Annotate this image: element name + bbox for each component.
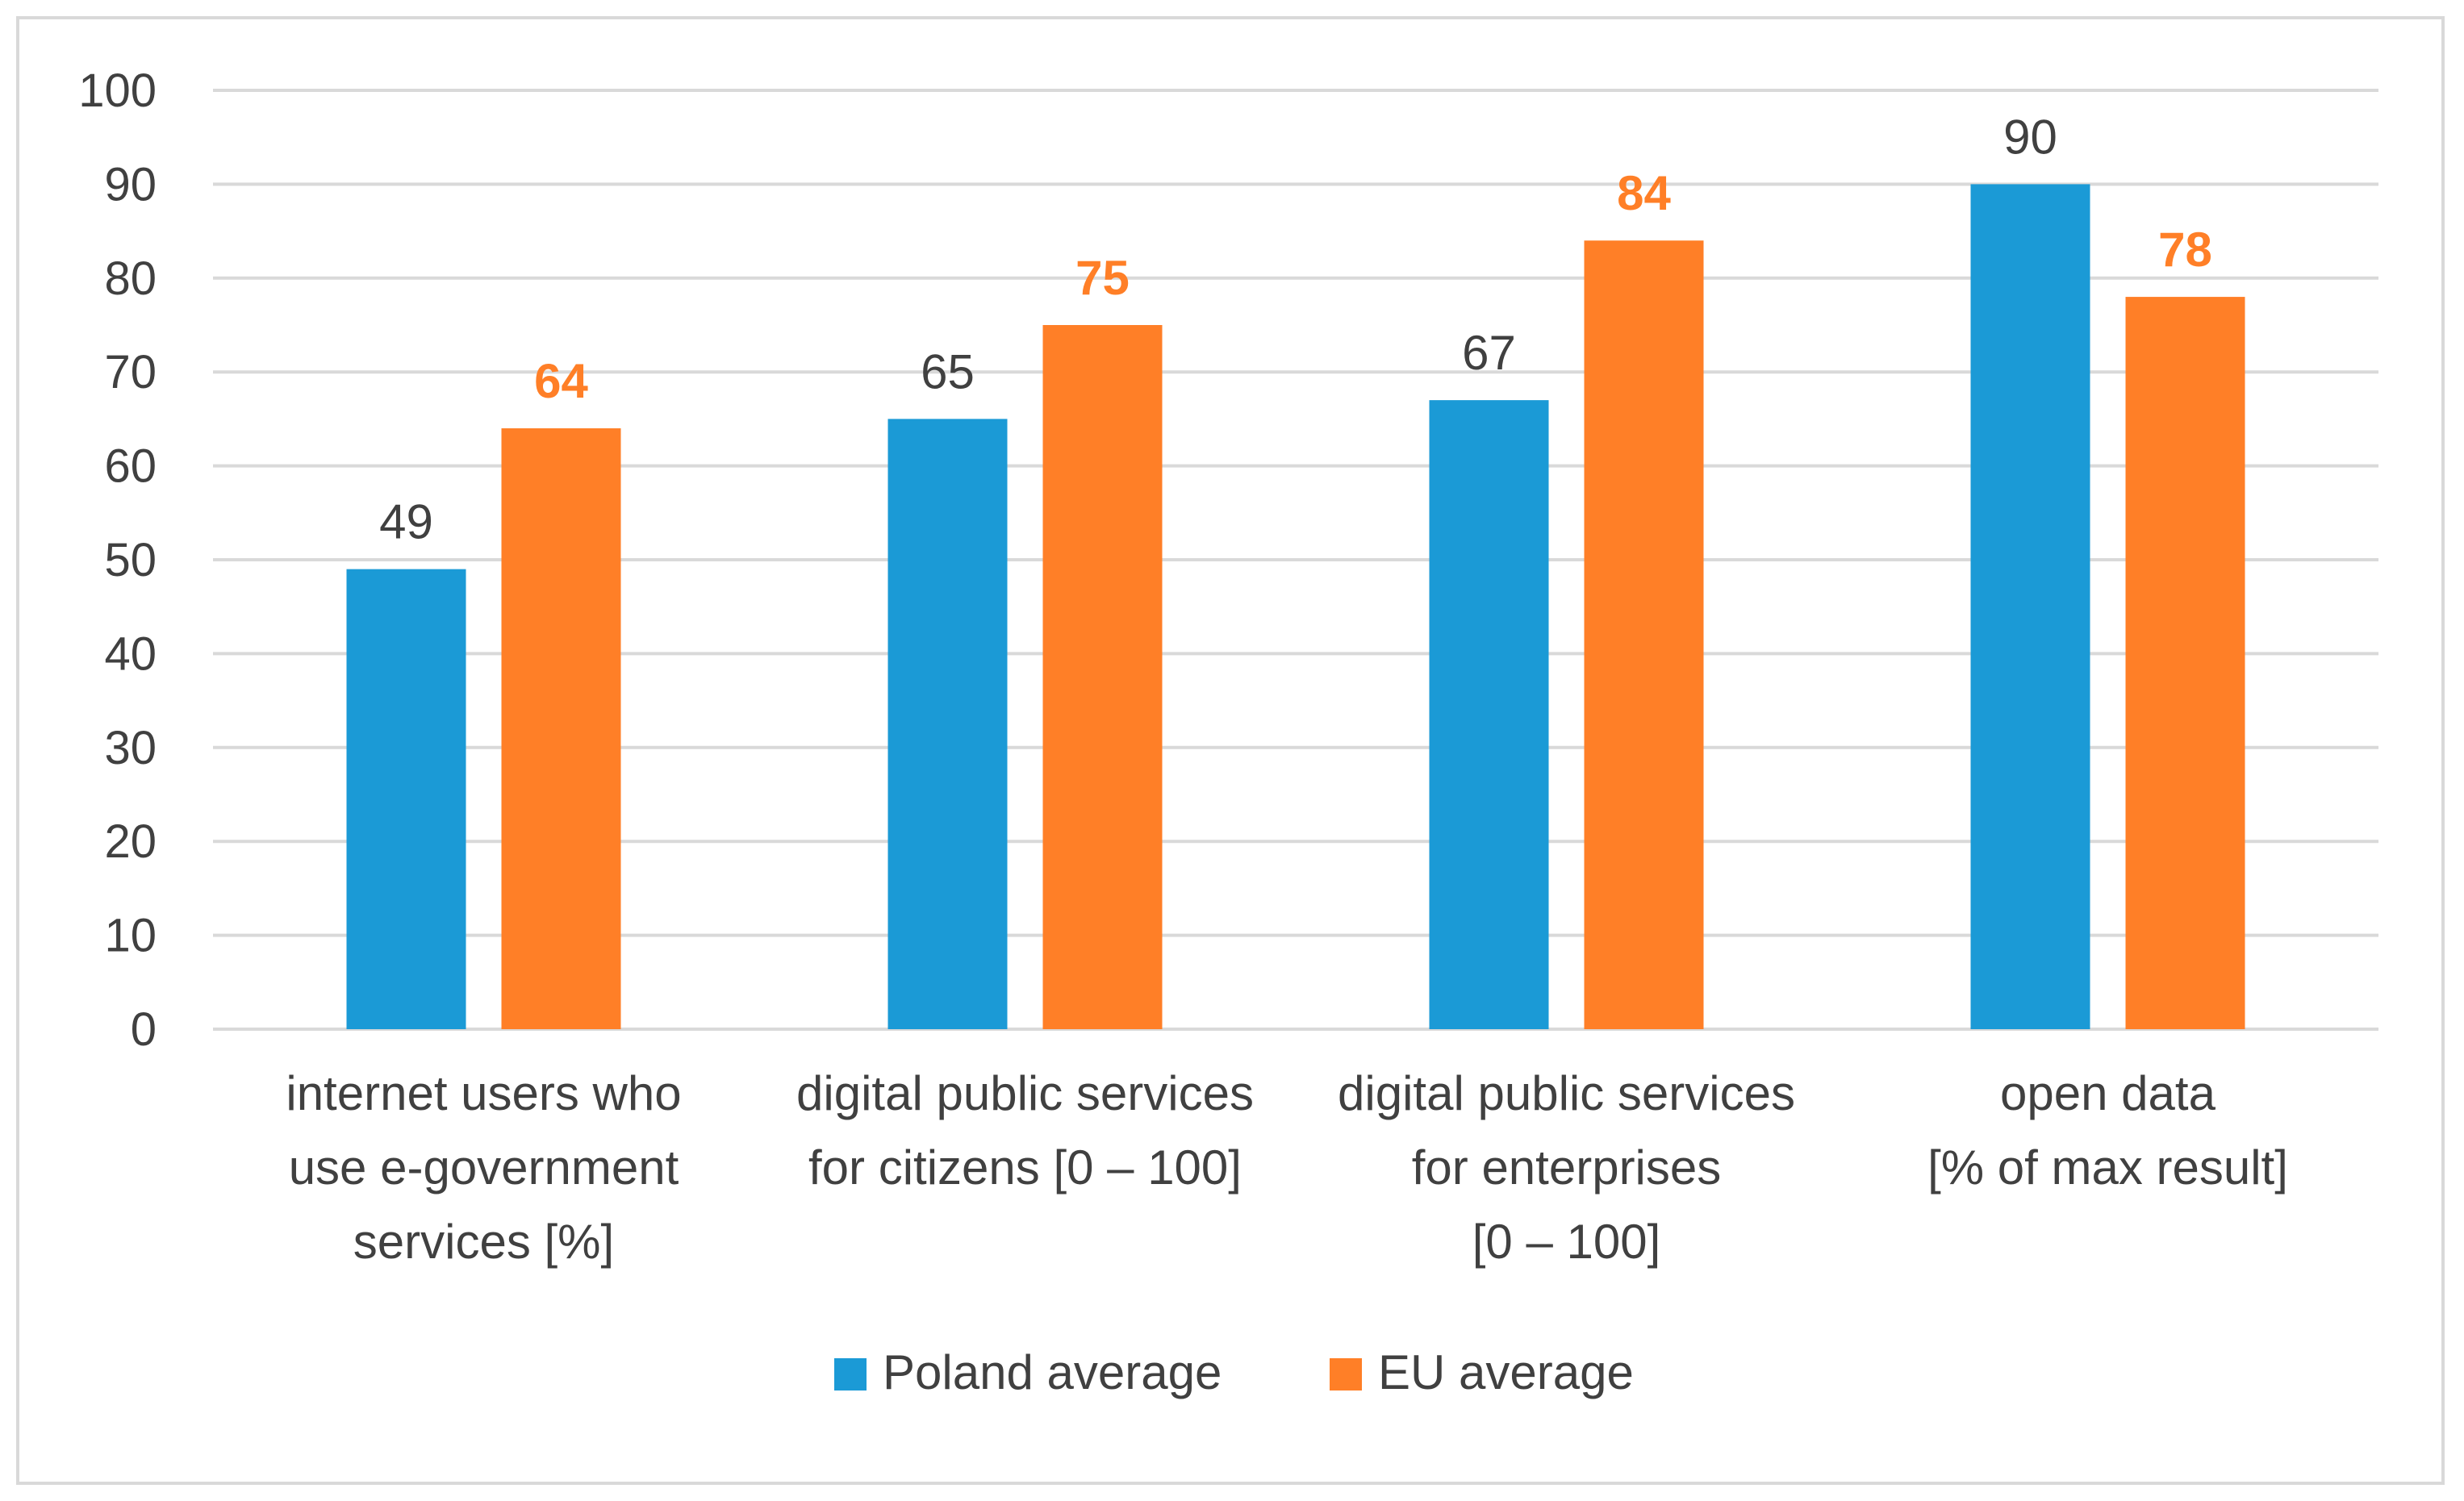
bar-eu-average bbox=[501, 428, 621, 1029]
bar-eu-average bbox=[2125, 297, 2245, 1030]
x-axis-ticks: internet users who use e-government servic… bbox=[286, 1066, 2288, 1269]
x-tick-label: internet users who bbox=[286, 1066, 681, 1120]
x-tick-label: digital public services bbox=[1338, 1066, 1795, 1120]
bars bbox=[346, 184, 2245, 1030]
data-label: 49 bbox=[379, 495, 433, 549]
bar-eu-average bbox=[1042, 325, 1163, 1029]
chart-frame: 0 10 20 30 40 50 60 70 80 90 100 49 64 65 75 67 84 90 78 … bbox=[16, 16, 2445, 1485]
bar-poland-average bbox=[1970, 184, 2090, 1029]
bar-poland-average bbox=[346, 569, 466, 1029]
bar-poland-average bbox=[1429, 400, 1549, 1029]
y-tick-label: 100 bbox=[78, 65, 157, 117]
bar-poland-average bbox=[887, 419, 1008, 1029]
data-label: 78 bbox=[2158, 223, 2212, 277]
x-tick-label: [% of max result] bbox=[1927, 1140, 2288, 1195]
y-tick-label: 40 bbox=[104, 628, 157, 680]
y-tick-label: 20 bbox=[104, 815, 157, 868]
y-tick-label: 0 bbox=[131, 1003, 157, 1056]
y-tick-label: 90 bbox=[104, 158, 157, 211]
y-tick-label: 80 bbox=[104, 252, 157, 305]
data-label: 90 bbox=[2003, 110, 2057, 164]
x-tick-label: for citizens [0 – 100] bbox=[808, 1140, 1242, 1195]
data-labels: 49 64 65 75 67 84 90 78 bbox=[379, 110, 2212, 548]
x-tick-label: [0 – 100] bbox=[1472, 1215, 1661, 1269]
x-tick-label: use e-government bbox=[289, 1140, 679, 1195]
legend: Poland average EU average bbox=[834, 1345, 1634, 1399]
y-tick-label: 30 bbox=[104, 722, 157, 774]
y-tick-label: 70 bbox=[104, 346, 157, 398]
x-tick-label: open data bbox=[2000, 1066, 2216, 1120]
data-label: 65 bbox=[921, 344, 975, 398]
y-tick-label: 60 bbox=[104, 440, 157, 493]
x-tick-label: services [%] bbox=[353, 1215, 614, 1269]
legend-label: EU average bbox=[1378, 1345, 1634, 1399]
data-label: 67 bbox=[1462, 326, 1516, 380]
legend-label: Poland average bbox=[883, 1345, 1222, 1399]
legend-swatch bbox=[1330, 1358, 1362, 1391]
y-tick-label: 50 bbox=[104, 534, 157, 586]
data-label: 64 bbox=[534, 354, 588, 408]
data-label: 84 bbox=[1617, 166, 1671, 220]
x-tick-label: digital public services bbox=[796, 1066, 1254, 1120]
legend-swatch bbox=[834, 1358, 867, 1391]
data-label: 75 bbox=[1075, 251, 1130, 305]
bar-eu-average bbox=[1584, 240, 1704, 1029]
y-tick-label: 10 bbox=[104, 910, 157, 962]
x-tick-label: for enterprises bbox=[1412, 1140, 1722, 1195]
y-axis-ticks: 0 10 20 30 40 50 60 70 80 90 100 bbox=[78, 65, 157, 1056]
